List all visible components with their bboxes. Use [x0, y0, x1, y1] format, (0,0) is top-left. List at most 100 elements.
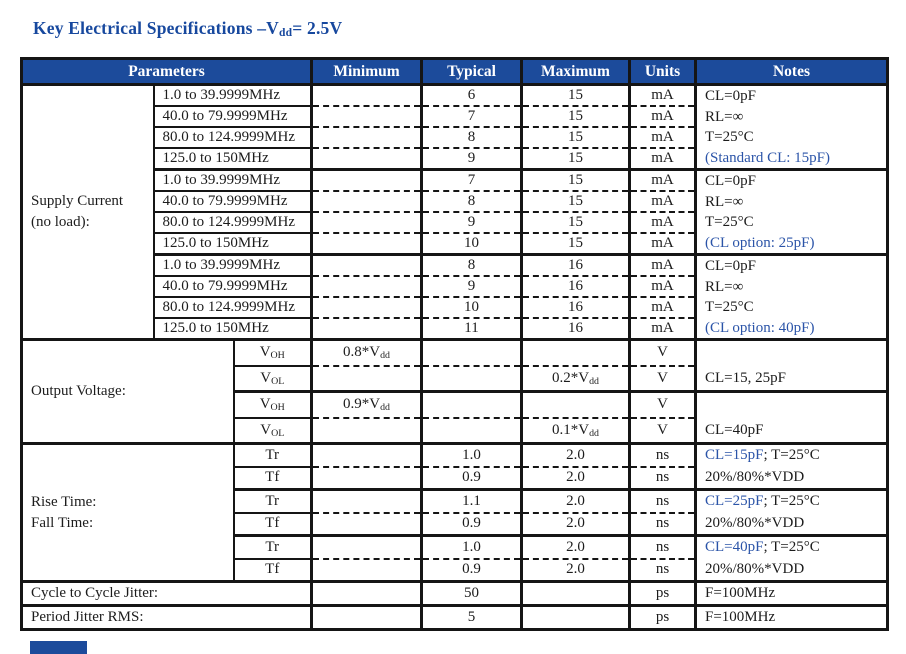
param-label-output-voltage: Output Voltage: — [21, 338, 234, 444]
notes-cell: F=100MHz — [694, 580, 888, 606]
max-cell: 2.0 — [520, 465, 630, 490]
min-cell — [310, 580, 422, 606]
notes-cell: CL=0pF RL=∞ T=25°C (CL option: 25pF) — [694, 168, 888, 255]
notes-cell: CL=0pF RL=∞ T=25°C (Standard CL: 15pF) — [694, 84, 888, 170]
max-cell: 16 — [520, 317, 630, 340]
min-cell — [310, 557, 422, 582]
subparam-cell: Tf — [232, 557, 312, 582]
max-cell: 2.0 — [520, 442, 630, 467]
units-cell: ns — [628, 534, 696, 559]
units-cell: ns — [628, 442, 696, 467]
max-cell: 2.0 — [520, 488, 630, 513]
max-cell: 16 — [520, 295, 630, 319]
min-cell — [310, 511, 422, 536]
col-header-units: Units — [628, 58, 696, 86]
typ-cell: 0.9 — [420, 557, 522, 582]
table-row: Tr 1.0 2.0 ns CL=40pF; T=25°C 20%/80%*VDD — [22, 534, 888, 582]
col-header-typical: Typical — [420, 58, 522, 86]
freq-range-cell: 125.0 to 150MHz — [152, 147, 312, 170]
min-cell — [310, 465, 422, 490]
max-cell: 15 — [520, 167, 630, 191]
min-cell — [310, 295, 422, 319]
param-label-jitter: Period Jitter RMS: — [21, 604, 312, 630]
max-cell: 15 — [520, 189, 630, 212]
min-cell — [310, 210, 422, 234]
units-cell: mA — [628, 84, 696, 106]
table-row: Tf 0.9 2.0 ns — [22, 557, 888, 582]
notes-cell: CL=15pF; T=25°C 20%/80%*VDD — [694, 442, 888, 490]
typ-cell: 50 — [420, 580, 522, 606]
table-row: VOL 0.2*Vdd V — [22, 364, 888, 392]
subparam-cell: Tr — [232, 534, 312, 559]
table-row: Output Voltage: VOH 0.8*Vdd V CL=15, 25pF — [21, 338, 888, 444]
max-cell: 0.2*Vdd — [520, 364, 630, 392]
min-cell — [310, 274, 422, 297]
max-cell: 16 — [520, 252, 630, 276]
table-row: Cycle to Cycle Jitter: 50 ps F=100MHz — [21, 580, 888, 606]
notes-cell: CL=25pF; T=25°C 20%/80%*VDD — [694, 488, 888, 536]
param-label-rise-fall-time: Rise Time: Fall Time: — [21, 442, 234, 582]
freq-range-cell: 80.0 to 124.9999MHz — [152, 125, 312, 149]
table-row: Tr 1.1 2.0 ns CL=25pF; T=25°C 20%/80%*VDD — [22, 488, 888, 536]
typ-cell: 9 — [420, 274, 522, 297]
param-label-supply-current: Supply Current (no load): — [31, 193, 124, 230]
notes-cell: CL=15, 25pF — [694, 338, 888, 392]
notes-cell: CL=40pF — [694, 390, 888, 444]
units-cell: mA — [628, 295, 696, 319]
units-cell: mA — [628, 167, 696, 191]
typ-cell: 7 — [420, 167, 522, 191]
min-cell — [310, 167, 422, 191]
units-cell: ns — [628, 488, 696, 513]
freq-range-cell: 125.0 to 150MHz — [152, 317, 312, 340]
max-cell: 2.0 — [520, 511, 630, 536]
freq-range-cell: 1.0 to 39.9999MHz — [152, 167, 312, 191]
table-row: VOL 0.1*Vdd V — [22, 416, 888, 444]
col-header-notes: Notes — [694, 58, 888, 86]
col-header-parameters: Parameters — [21, 58, 312, 86]
units-cell: V — [628, 416, 696, 444]
max-cell: 15 — [520, 84, 630, 106]
table-row: 40.0 to 79.9999MHz 8 15 mA — [22, 189, 888, 212]
table-row: 125.0 to 150MHz 10 15 mA — [22, 232, 888, 255]
max-cell — [520, 604, 630, 630]
table-header: Parameters Minimum Typical Maximum Units Note… — [21, 58, 888, 86]
table-row: Period Jitter RMS: 5 ps F=100MHz — [21, 604, 888, 630]
min-cell — [310, 604, 422, 630]
typ-cell: 8 — [420, 125, 522, 149]
units-cell: ps — [628, 604, 696, 630]
min-cell — [310, 125, 422, 149]
col-header-maximum: Maximum — [520, 58, 630, 86]
min-cell — [310, 416, 422, 444]
table-row: 80.0 to 124.9999MHz 8 15 mA — [22, 125, 888, 149]
subparam-cell: VOH — [232, 338, 312, 366]
typ-cell: 10 — [420, 295, 522, 319]
subparam-cell: Tf — [232, 511, 312, 536]
units-cell: ns — [628, 511, 696, 536]
table-row: VOH 0.9*Vdd V CL=40pF — [22, 390, 888, 444]
spec-table: Parameters Minimum Typical Maximum Units Note… — [20, 57, 889, 631]
min-cell — [310, 84, 422, 106]
subparam-cell: Tr — [232, 488, 312, 513]
table-row: Rise Time: Fall Time: Tr 1.0 2.0 ns CL=15pF; T… — [21, 442, 888, 582]
freq-range-cell: 1.0 to 39.9999MHz — [152, 84, 312, 106]
typ-cell: 1.1 — [420, 488, 522, 513]
typ-cell: 0.9 — [420, 465, 522, 490]
units-cell: mA — [628, 274, 696, 297]
typ-cell: 6 — [420, 84, 522, 106]
max-cell — [520, 390, 630, 418]
units-cell: V — [628, 390, 696, 418]
freq-range-cell: 40.0 to 79.9999MHz — [152, 189, 312, 212]
min-cell — [310, 232, 422, 255]
notes-cell: CL=40pF; T=25°C 20%/80%*VDD — [694, 534, 888, 582]
typ-cell: 8 — [420, 189, 522, 212]
units-cell: mA — [628, 189, 696, 212]
typ-cell — [420, 390, 522, 418]
max-cell: 15 — [520, 125, 630, 149]
max-cell: 0.1*Vdd — [520, 416, 630, 444]
freq-range-cell: 40.0 to 79.9999MHz — [152, 104, 312, 127]
min-cell — [310, 534, 422, 559]
typ-cell: 7 — [420, 104, 522, 127]
subparam-cell: VOL — [232, 364, 312, 392]
units-cell: ps — [628, 580, 696, 606]
units-cell: mA — [628, 125, 696, 149]
